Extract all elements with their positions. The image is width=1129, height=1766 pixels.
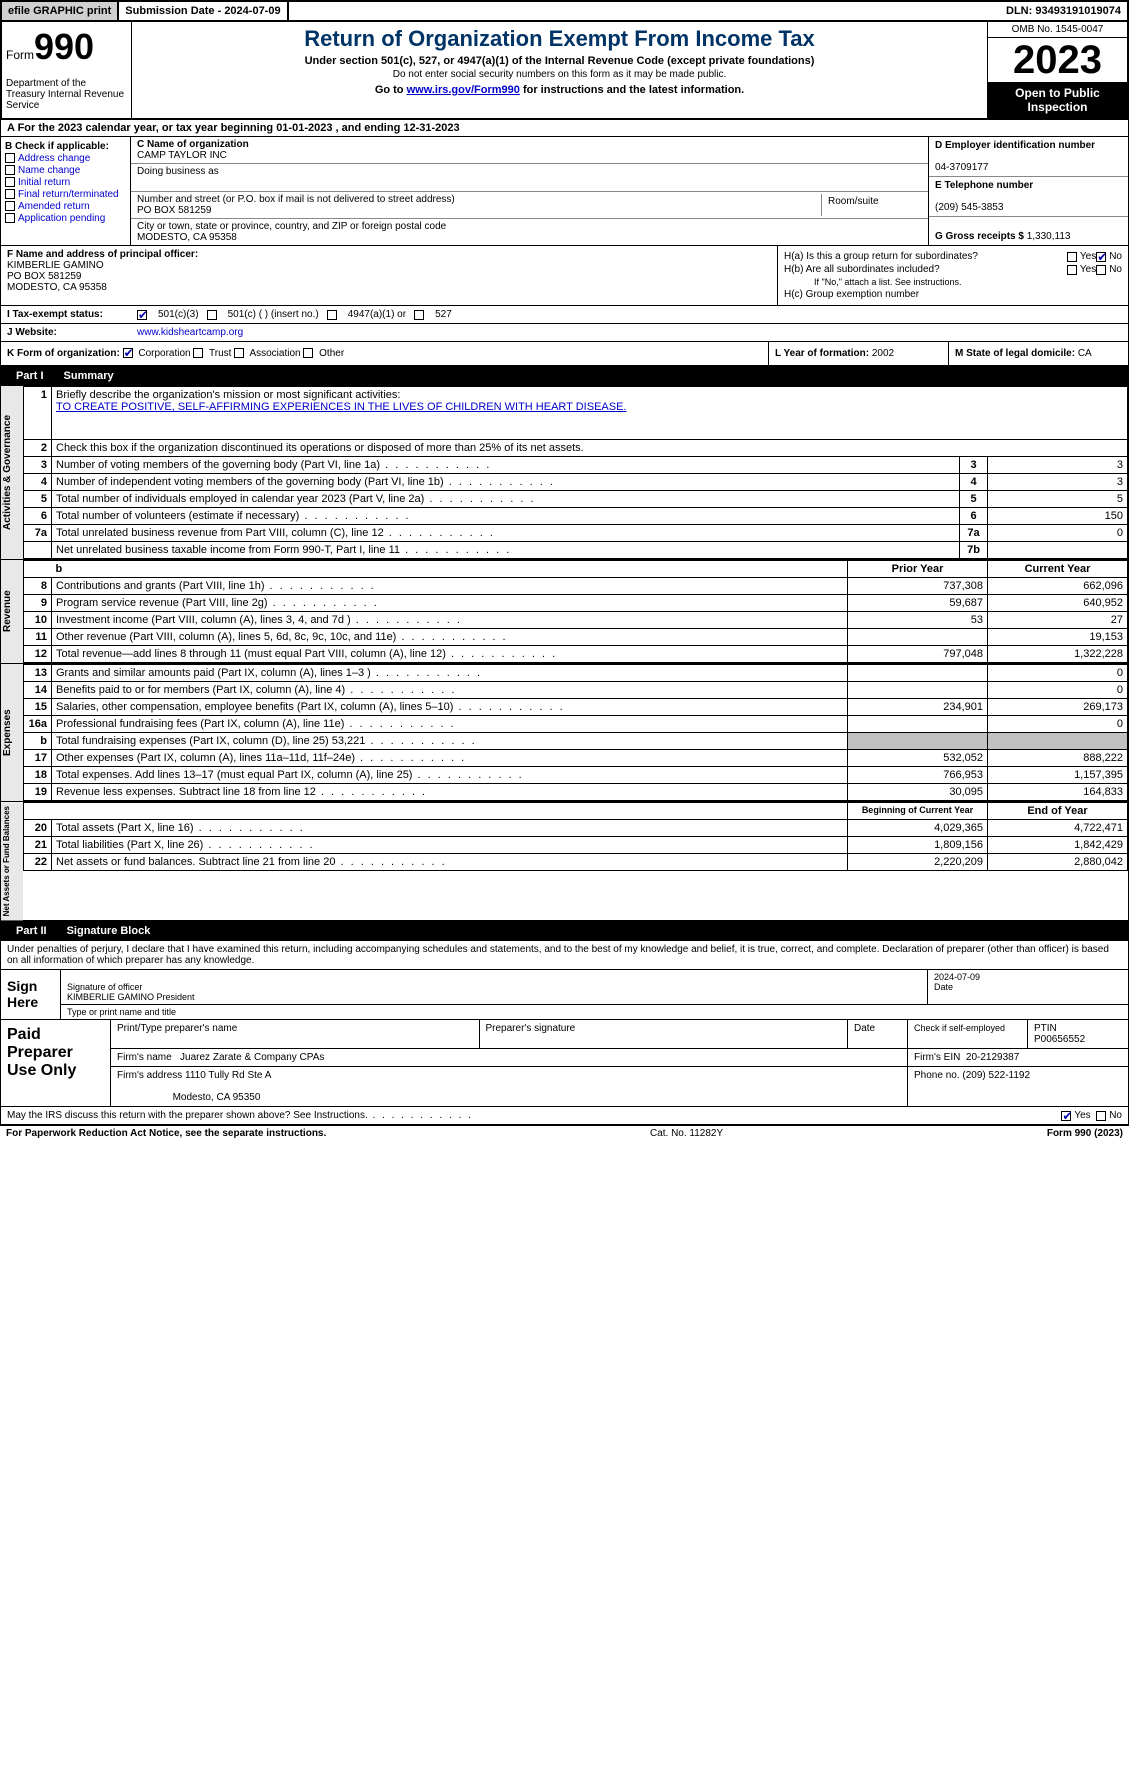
colb-checkbox-item[interactable]: Amended return xyxy=(5,201,126,212)
org-address: PO BOX 581259 xyxy=(137,205,212,216)
sign-here-block: Sign Here Signature of officerKIMBERLIE … xyxy=(0,970,1129,1020)
firm-name: Juarez Zarate & Company CPAs xyxy=(180,1052,324,1063)
phone: (209) 545-3853 xyxy=(935,202,1003,213)
table-row: 22Net assets or fund balances. Subtract … xyxy=(24,854,1128,871)
corp-checkbox[interactable] xyxy=(123,348,133,358)
501c3-checkbox[interactable] xyxy=(137,310,147,320)
colb-checkbox-item[interactable]: Application pending xyxy=(5,213,126,224)
table-row: bTotal fundraising expenses (Part IX, co… xyxy=(24,733,1128,750)
table-row: 10Investment income (Part VIII, column (… xyxy=(24,612,1128,629)
mission-text: TO CREATE POSITIVE, SELF-AFFIRMING EXPER… xyxy=(56,401,626,413)
hb-no-checkbox[interactable] xyxy=(1096,265,1106,275)
table-row: 7aTotal unrelated business revenue from … xyxy=(24,525,1128,542)
trust-checkbox[interactable] xyxy=(193,348,203,358)
preparer-phone: (209) 522-1192 xyxy=(962,1070,1030,1081)
form-subtitle: Under section 501(c), 527, or 4947(a)(1)… xyxy=(136,55,983,67)
dln: DLN: 93493191019074 xyxy=(1000,2,1127,20)
table-row: 17Other expenses (Part IX, column (A), l… xyxy=(24,750,1128,767)
efile-label: efile GRAPHIC print xyxy=(2,2,119,20)
irs-link[interactable]: www.irs.gov/Form990 xyxy=(407,84,520,96)
501c-checkbox[interactable] xyxy=(207,310,217,320)
table-row: 21Total liabilities (Part X, line 26)1,8… xyxy=(24,837,1128,854)
table-row: Net unrelated business taxable income fr… xyxy=(24,542,1128,559)
summary-revenue: Revenue bPrior YearCurrent Year 8Contrib… xyxy=(0,560,1129,664)
table-row: 19Revenue less expenses. Subtract line 1… xyxy=(24,784,1128,801)
website-url[interactable]: www.kidsheartcamp.org xyxy=(131,324,249,341)
527-checkbox[interactable] xyxy=(414,310,424,320)
colb-checkbox-item[interactable]: Name change xyxy=(5,165,126,176)
section-bc: B Check if applicable: Address changeNam… xyxy=(0,137,1129,246)
sign-date: 2024-07-09 xyxy=(934,972,980,982)
col-f-officer: F Name and address of principal officer:… xyxy=(1,246,778,305)
officer-name: KIMBERLIE GAMINO President xyxy=(67,992,195,1002)
row-j-website: J Website: www.kidsheartcamp.org xyxy=(0,324,1129,342)
top-bar: efile GRAPHIC print Submission Date - 20… xyxy=(0,0,1129,22)
irs-no-checkbox[interactable] xyxy=(1096,1111,1106,1121)
firm-ein: 20-2129387 xyxy=(966,1052,1019,1063)
ha-yes-checkbox[interactable] xyxy=(1067,252,1077,262)
table-row: 9Program service revenue (Part VIII, lin… xyxy=(24,595,1128,612)
org-name: CAMP TAYLOR INC xyxy=(137,150,227,161)
summary-expenses: Expenses 13Grants and similar amounts pa… xyxy=(0,664,1129,802)
tax-year: 2023 xyxy=(988,38,1127,82)
may-irs-discuss: May the IRS discuss this return with the… xyxy=(0,1107,1129,1125)
table-row: 14Benefits paid to or for members (Part … xyxy=(24,682,1128,699)
col-d-ein: D Employer identification number04-37091… xyxy=(928,137,1128,245)
omb-number: OMB No. 1545-0047 xyxy=(988,22,1127,38)
form-number: Form990 xyxy=(6,26,127,68)
table-row: 3Number of voting members of the governi… xyxy=(24,457,1128,474)
col-h-group: H(a) Is this a group return for subordin… xyxy=(778,246,1128,305)
table-row: 8Contributions and grants (Part VIII, li… xyxy=(24,578,1128,595)
col-b-checkboxes: B Check if applicable: Address changeNam… xyxy=(1,137,131,245)
paid-preparer-block: Paid Preparer Use Only Print/Type prepar… xyxy=(0,1020,1129,1107)
hb-yes-checkbox[interactable] xyxy=(1067,265,1077,275)
row-a-tax-year: A For the 2023 calendar year, or tax yea… xyxy=(0,120,1129,137)
form-title: Return of Organization Exempt From Incom… xyxy=(136,26,983,52)
form-subtitle2: Do not enter social security numbers on … xyxy=(136,69,983,80)
table-row: 11Other revenue (Part VIII, column (A), … xyxy=(24,629,1128,646)
assoc-checkbox[interactable] xyxy=(234,348,244,358)
col-c-org-info: C Name of organizationCAMP TAYLOR INC Do… xyxy=(131,137,928,245)
colb-checkbox-item[interactable]: Address change xyxy=(5,153,126,164)
colb-checkbox-item[interactable]: Final return/terminated xyxy=(5,189,126,200)
table-row: 12Total revenue—add lines 8 through 11 (… xyxy=(24,646,1128,663)
perjury-text: Under penalties of perjury, I declare th… xyxy=(0,941,1129,970)
ein: 04-3709177 xyxy=(935,162,988,173)
part1-header: Part I Summary xyxy=(0,366,1129,386)
dept-label: Department of the Treasury Internal Reve… xyxy=(6,78,127,111)
table-row: 18Total expenses. Add lines 13–17 (must … xyxy=(24,767,1128,784)
other-checkbox[interactable] xyxy=(303,348,313,358)
org-city: MODESTO, CA 95358 xyxy=(137,232,237,243)
irs-yes-checkbox[interactable] xyxy=(1061,1111,1071,1121)
gross-receipts: 1,330,113 xyxy=(1027,231,1071,242)
4947-checkbox[interactable] xyxy=(327,310,337,320)
part2-header: Part II Signature Block xyxy=(0,921,1129,941)
form-header: Form990 Department of the Treasury Inter… xyxy=(0,22,1129,120)
row-i-tax-status: I Tax-exempt status: 501(c)(3) 501(c) ( … xyxy=(0,306,1129,324)
ha-no-checkbox[interactable] xyxy=(1096,252,1106,262)
table-row: 13Grants and similar amounts paid (Part … xyxy=(24,665,1128,682)
open-inspection: Open to Public Inspection xyxy=(988,82,1127,118)
row-k-form-org: K Form of organization: Corporation Trus… xyxy=(0,342,1129,366)
ptin: P00656552 xyxy=(1034,1034,1085,1045)
page-footer: For Paperwork Reduction Act Notice, see … xyxy=(0,1125,1129,1141)
table-row: 4Number of independent voting members of… xyxy=(24,474,1128,491)
table-row: 15Salaries, other compensation, employee… xyxy=(24,699,1128,716)
summary-governance: Activities & Governance 1Briefly describ… xyxy=(0,386,1129,560)
section-fh: F Name and address of principal officer:… xyxy=(0,246,1129,306)
submission-date: Submission Date - 2024-07-09 xyxy=(119,2,288,20)
table-row: 5Total number of individuals employed in… xyxy=(24,491,1128,508)
summary-netassets: Net Assets or Fund Balances Beginning of… xyxy=(0,802,1129,921)
colb-checkbox-item[interactable]: Initial return xyxy=(5,177,126,188)
table-row: 20Total assets (Part X, line 16)4,029,36… xyxy=(24,820,1128,837)
table-row: 16aProfessional fundraising fees (Part I… xyxy=(24,716,1128,733)
table-row: 6Total number of volunteers (estimate if… xyxy=(24,508,1128,525)
goto-line: Go to www.irs.gov/Form990 for instructio… xyxy=(136,84,983,96)
